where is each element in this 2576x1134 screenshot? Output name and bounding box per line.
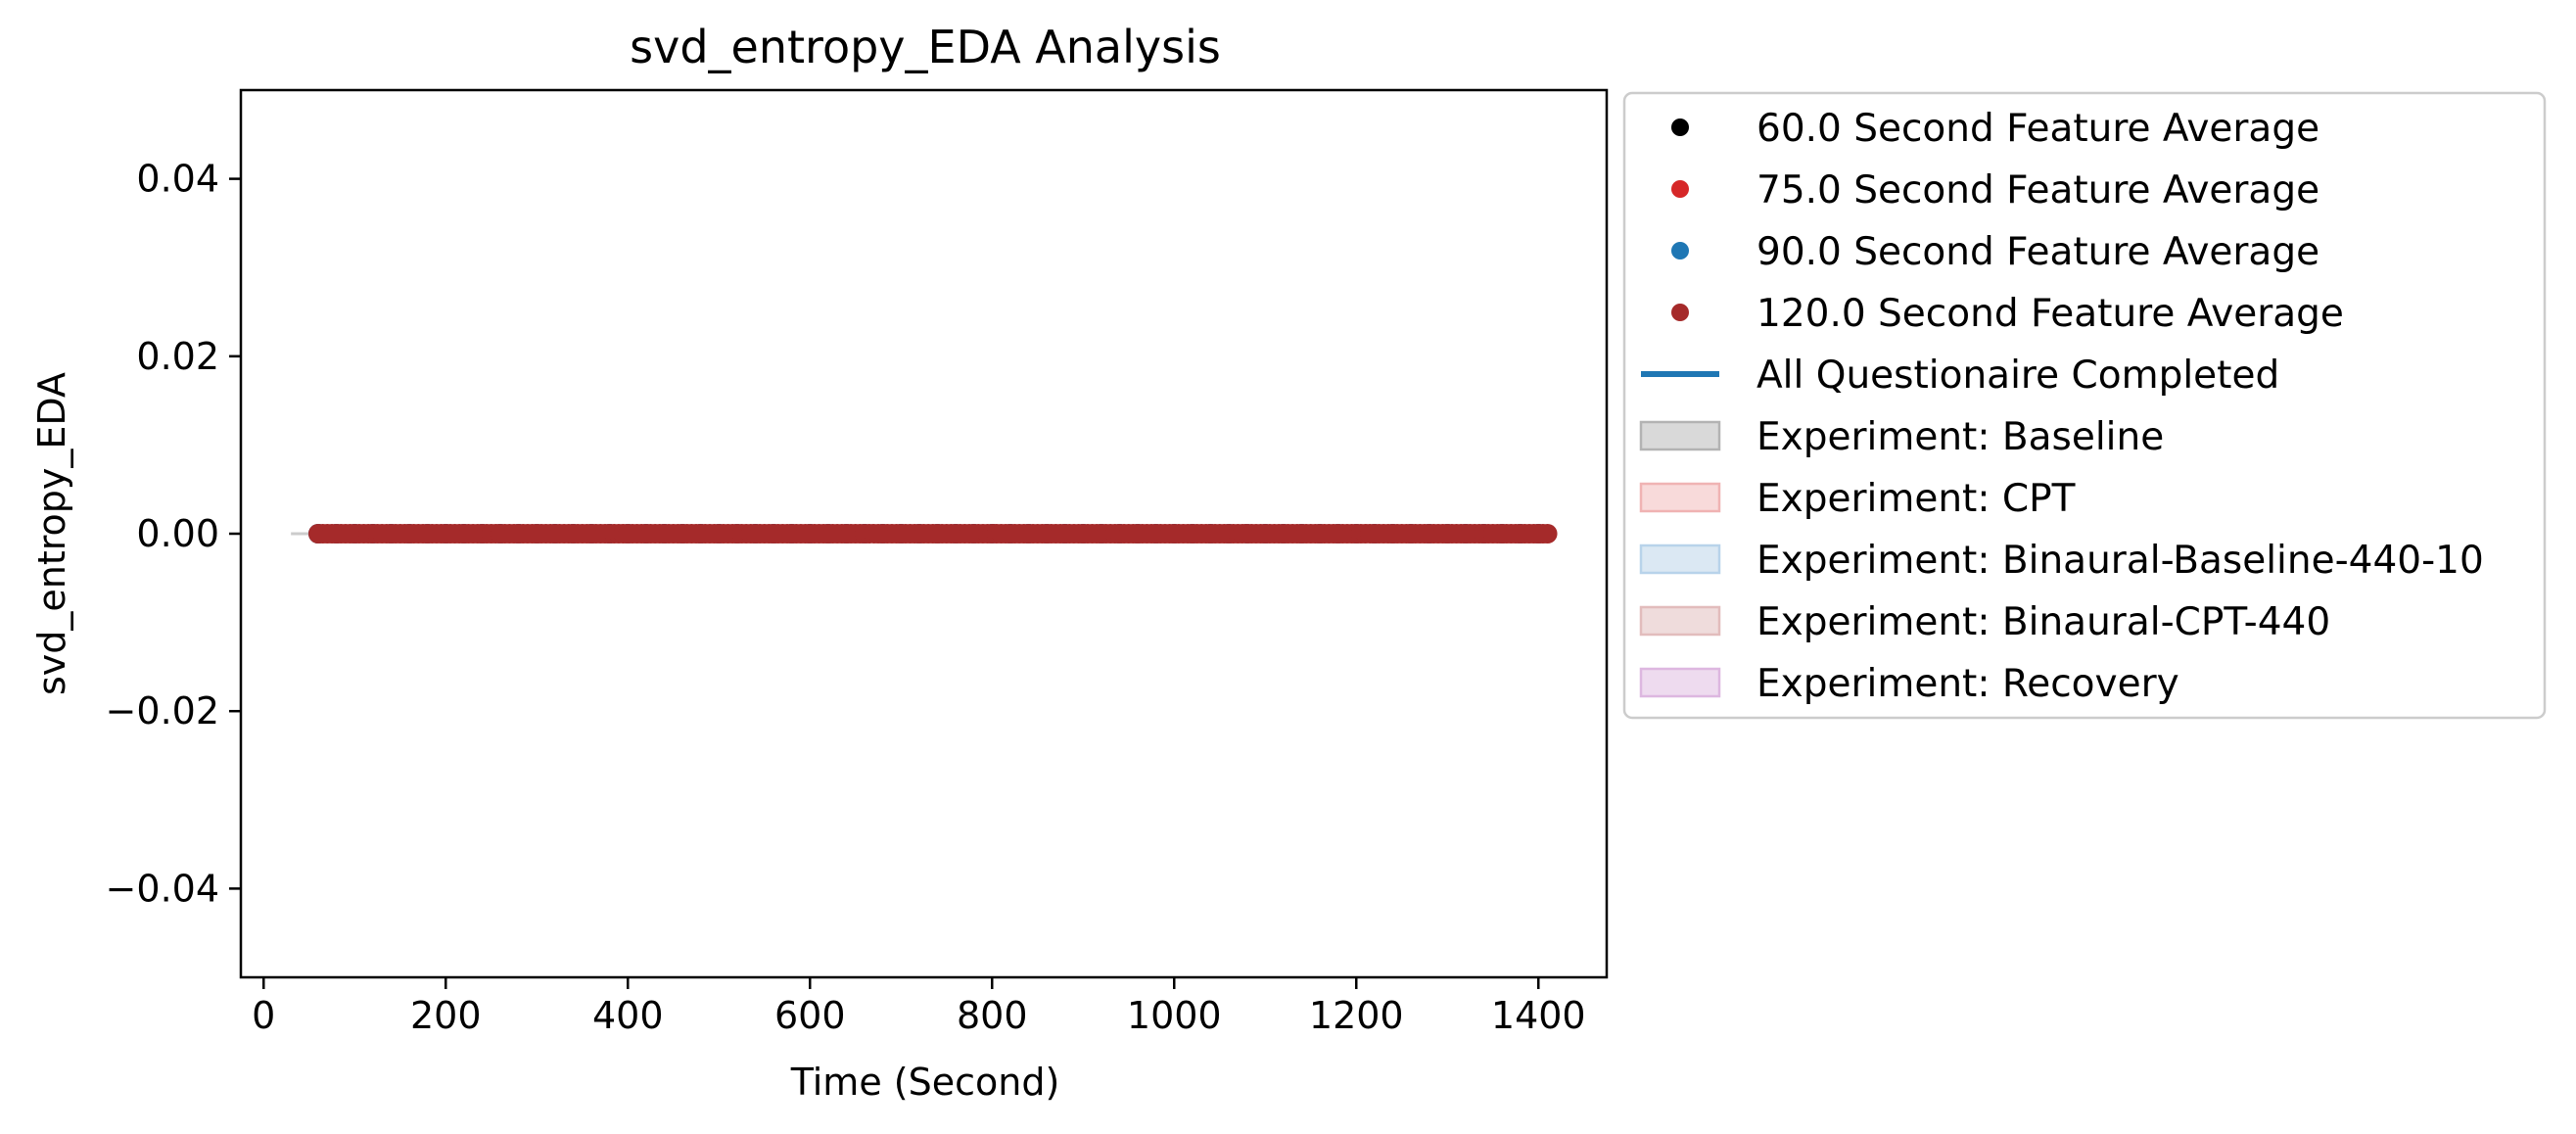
x-axis-label: Time (Second) xyxy=(790,1061,1060,1104)
legend-item: All Questionaire Completed xyxy=(1641,354,2279,398)
legend-label: Experiment: Recovery xyxy=(1756,662,2179,706)
legend-item: Experiment: Binaural-Baseline-440-10 xyxy=(1639,539,2484,583)
y-tick-label: 0.04 xyxy=(136,158,219,201)
legend: 60.0 Second Feature Average 75.0 Second F… xyxy=(1622,91,2547,720)
x-tick-label: 600 xyxy=(774,994,846,1037)
legend-marker-patch xyxy=(1639,482,1721,513)
legend-label: 90.0 Second Feature Average xyxy=(1756,230,2319,274)
legend-item: 60.0 Second Feature Average xyxy=(1671,107,2319,151)
x-tick-label: 1000 xyxy=(1127,994,1222,1037)
legend-label: Experiment: Binaural-CPT-440 xyxy=(1756,600,2330,644)
y-tick-label: 0.00 xyxy=(136,512,219,555)
legend-item: 90.0 Second Feature Average xyxy=(1671,230,2319,274)
x-tick-label: 0 xyxy=(252,994,275,1037)
x-tick-label: 800 xyxy=(957,994,1028,1037)
x-tick-label: 200 xyxy=(410,994,482,1037)
data-point xyxy=(1537,524,1558,543)
y-tick-label: 0.02 xyxy=(136,335,219,378)
y-tick-label: −0.02 xyxy=(106,689,219,732)
y-axis-label: svd_entropy_EDA xyxy=(30,372,73,695)
x-tick-label: 400 xyxy=(592,994,664,1037)
legend-label: All Questionaire Completed xyxy=(1756,354,2279,398)
legend-label: Experiment: CPT xyxy=(1756,477,2076,521)
legend-item: Experiment: Baseline xyxy=(1639,415,2164,459)
series-3 xyxy=(308,524,1558,543)
legend-label: 60.0 Second Feature Average xyxy=(1756,107,2319,151)
legend-item: 75.0 Second Feature Average xyxy=(1671,168,2319,213)
legend-item: Experiment: Recovery xyxy=(1639,662,2179,706)
legend-label: 75.0 Second Feature Average xyxy=(1756,168,2319,213)
y-tick-label: −0.04 xyxy=(106,867,219,910)
legend-item: 120.0 Second Feature Average xyxy=(1671,292,2344,336)
legend-marker-dot xyxy=(1671,242,1689,260)
legend-marker-patch xyxy=(1639,543,1721,575)
legend-item: Experiment: CPT xyxy=(1639,477,2076,521)
plot-area xyxy=(291,524,1558,543)
legend-marker-dot xyxy=(1671,118,1689,136)
legend-item: Experiment: Binaural-CPT-440 xyxy=(1639,600,2330,644)
legend-marker-patch xyxy=(1639,605,1721,637)
x-axis: 0 200 400 600 800 1000 1200 1400 xyxy=(252,977,1586,1037)
x-tick-label: 1200 xyxy=(1309,994,1404,1037)
legend-marker-dot xyxy=(1671,304,1689,321)
legend-label: Experiment: Baseline xyxy=(1756,415,2164,459)
legend-label: Experiment: Binaural-Baseline-440-10 xyxy=(1756,539,2484,583)
x-tick-label: 1400 xyxy=(1491,994,1586,1037)
legend-marker-patch xyxy=(1639,667,1721,698)
legend-frame xyxy=(1622,91,2547,720)
legend-label: 120.0 Second Feature Average xyxy=(1756,292,2344,336)
legend-marker-dot xyxy=(1671,180,1689,198)
chart-title: svd_entropy_EDA Analysis xyxy=(630,21,1221,73)
y-axis: 0.04 0.02 0.00 −0.02 −0.04 xyxy=(106,158,241,910)
legend-marker-patch xyxy=(1639,420,1721,451)
